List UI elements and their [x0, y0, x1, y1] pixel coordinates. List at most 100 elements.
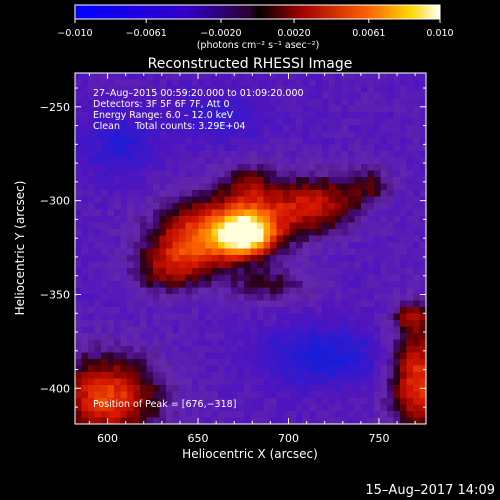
heatmap-cell — [133, 346, 141, 353]
heatmap-cell — [400, 112, 407, 119]
heatmap-cell — [244, 385, 251, 392]
heatmap-cell — [413, 209, 420, 217]
heatmap-cell — [179, 222, 186, 230]
heatmap-cell — [140, 105, 147, 113]
heatmap-cell — [224, 274, 232, 282]
heatmap-cell — [224, 255, 232, 262]
heatmap-cell — [367, 391, 375, 399]
heatmap-cell — [133, 385, 141, 392]
heatmap-cell — [127, 229, 134, 236]
heatmap-cell — [387, 131, 394, 139]
heatmap-cell — [413, 261, 420, 269]
heatmap-cell — [354, 320, 362, 327]
heatmap-cell — [315, 268, 323, 275]
heatmap-cell — [276, 222, 284, 230]
heatmap-cell — [133, 242, 141, 249]
heatmap-cell — [231, 118, 238, 126]
heatmap-cell — [341, 138, 349, 145]
heatmap-cell — [419, 125, 426, 132]
heatmap-cell — [361, 183, 368, 191]
heatmap-cell — [387, 125, 394, 132]
heatmap-cell — [198, 352, 206, 360]
heatmap-cell — [107, 398, 115, 405]
heatmap-cell — [302, 320, 310, 327]
heatmap-cell — [198, 294, 206, 301]
heatmap-cell — [322, 261, 329, 269]
heatmap-cell — [198, 183, 206, 191]
heatmap-cell — [81, 274, 89, 282]
heatmap-cell — [192, 164, 199, 171]
heatmap-cell — [159, 144, 167, 152]
heatmap-cell — [244, 391, 251, 399]
heatmap-cell — [198, 73, 206, 80]
heatmap-cell — [257, 287, 264, 295]
heatmap-cell — [133, 365, 141, 373]
heatmap-cell — [133, 164, 141, 171]
heatmap-cell — [107, 138, 115, 145]
heatmap-cell — [205, 307, 212, 314]
heatmap-cell — [231, 274, 238, 282]
heatmap-cell — [354, 86, 362, 93]
heatmap-cell — [413, 398, 420, 405]
heatmap-cell — [205, 281, 212, 288]
heatmap-cell — [172, 138, 180, 145]
heatmap-cell — [354, 229, 362, 236]
heatmap-cell — [205, 190, 212, 197]
heatmap-cell — [393, 79, 401, 87]
heatmap-cell — [140, 209, 147, 217]
heatmap-cell — [393, 281, 401, 288]
heatmap-cell — [107, 281, 115, 288]
heatmap-cell — [250, 170, 258, 178]
heatmap-cell — [289, 307, 297, 314]
heatmap-cell — [374, 378, 381, 386]
heatmap-cell — [224, 320, 232, 327]
heatmap-cell — [146, 209, 154, 217]
heatmap-cell — [198, 307, 206, 314]
heatmap-cell — [400, 248, 407, 256]
heatmap-cell — [198, 333, 206, 340]
heatmap-cell — [133, 417, 141, 424]
heatmap-cell — [296, 404, 303, 412]
heatmap-cell — [380, 216, 388, 223]
heatmap-cell — [380, 248, 388, 256]
heatmap-cell — [94, 170, 102, 178]
heatmap-cell — [361, 300, 368, 308]
heatmap-cell — [198, 404, 206, 412]
heatmap-cell — [367, 183, 375, 191]
heatmap-cell — [198, 326, 206, 334]
heatmap-cell — [81, 326, 89, 334]
heatmap-cell — [374, 112, 381, 119]
heatmap-cell — [393, 99, 401, 106]
heatmap-cell — [101, 86, 108, 93]
heatmap-cell — [309, 73, 316, 80]
heatmap-cell — [140, 86, 147, 93]
heatmap-cell — [94, 196, 102, 204]
heatmap-cell — [315, 144, 323, 152]
heatmap-cell — [283, 118, 290, 126]
heatmap-cell — [296, 170, 303, 178]
heatmap-cell — [400, 177, 407, 184]
heatmap-cell — [380, 151, 388, 158]
heatmap-cell — [270, 385, 277, 392]
heatmap-cell — [224, 268, 232, 275]
heatmap-cell — [263, 73, 271, 80]
heatmap-cell — [257, 203, 264, 210]
heatmap-cell — [185, 125, 193, 132]
heatmap-cell — [289, 203, 297, 210]
heatmap-cell — [380, 125, 388, 132]
heatmap-cell — [237, 417, 245, 424]
heatmap-cell — [88, 112, 95, 119]
heatmap-cell — [224, 352, 232, 360]
heatmap-cell — [393, 248, 401, 256]
heatmap-cell — [179, 203, 186, 210]
heatmap-cell — [400, 352, 407, 360]
heatmap-cell — [263, 385, 271, 392]
heatmap-cell — [289, 157, 297, 165]
heatmap-cell — [400, 86, 407, 93]
heatmap-cell — [328, 391, 336, 399]
heatmap-cell — [367, 281, 375, 288]
heatmap-cell — [101, 92, 108, 100]
heatmap-cell — [335, 216, 342, 223]
heatmap-cell — [380, 92, 388, 100]
heatmap-cell — [393, 333, 401, 340]
